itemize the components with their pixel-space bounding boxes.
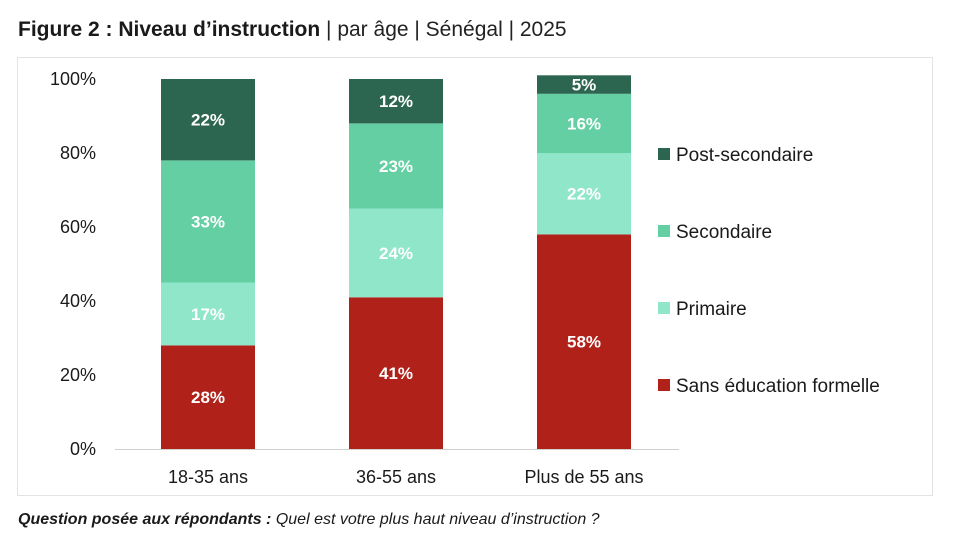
data-label: 22%	[191, 111, 225, 130]
data-label: 58%	[567, 333, 601, 352]
x-tick-label: Plus de 55 ans	[524, 467, 643, 487]
caption-question-label: Question posée aux répondants :	[18, 511, 272, 528]
legend-label: Sans éducation formelle	[676, 376, 880, 397]
bar-segment	[349, 297, 443, 449]
data-label: 16%	[567, 114, 601, 133]
legend-swatch	[658, 148, 670, 160]
bar-segment	[349, 79, 443, 124]
bar-segment	[537, 153, 631, 235]
chart-frame	[17, 57, 933, 496]
data-label: 24%	[379, 244, 413, 263]
bar-segment	[161, 79, 255, 161]
y-tick-label: 20%	[60, 365, 96, 385]
y-tick-label: 60%	[60, 217, 96, 237]
bar-segment	[349, 123, 443, 209]
data-label: 33%	[191, 212, 225, 231]
bar-segment	[349, 208, 443, 298]
legend-swatch	[658, 379, 670, 391]
bar-segment	[537, 234, 631, 449]
figure-title-main: Figure 2 : Niveau d’instruction	[18, 18, 321, 41]
bar-segment	[161, 345, 255, 449]
data-label: 23%	[379, 157, 413, 176]
legend-label: Primaire	[676, 299, 747, 320]
data-label: 12%	[379, 92, 413, 111]
data-label: 28%	[191, 388, 225, 407]
x-tick-label: 18-35 ans	[168, 467, 248, 487]
legend-label: Post-secondaire	[676, 145, 813, 166]
figure-title: Figure 2 : Niveau d’instruction | par âg…	[18, 18, 567, 42]
legend-swatch	[658, 225, 670, 237]
data-label: 22%	[567, 185, 601, 204]
legend-swatch	[658, 302, 670, 314]
figure-title-subtitle: | par âge | Sénégal | 2025	[320, 18, 567, 41]
caption-question-text: Quel est votre plus haut niveau d’instru…	[271, 511, 600, 528]
y-tick-label: 80%	[60, 143, 96, 163]
data-label: 41%	[379, 364, 413, 383]
figure-caption: Question posée aux répondants : Quel est…	[18, 511, 600, 529]
legend-label: Secondaire	[676, 222, 772, 243]
bar-segment	[537, 93, 631, 153]
y-tick-label: 40%	[60, 291, 96, 311]
x-tick-label: 36-55 ans	[356, 467, 436, 487]
bar-segment	[537, 75, 631, 94]
data-label: 17%	[191, 305, 225, 324]
bar-segment	[161, 160, 255, 283]
data-label: 5%	[572, 76, 597, 95]
y-tick-label: 100%	[50, 69, 96, 89]
y-tick-label: 0%	[70, 439, 96, 459]
bar-segment	[161, 282, 255, 346]
